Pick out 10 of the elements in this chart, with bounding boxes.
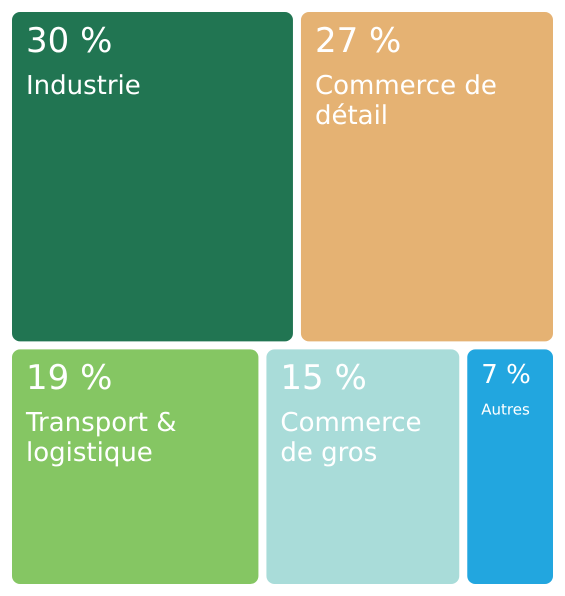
data-label: 30 % — [26, 20, 112, 61]
category-label: Industrie — [26, 70, 141, 101]
category-label: Autres — [481, 400, 530, 419]
category-label: Transport & logistique — [25, 408, 177, 468]
data-label: 27 % — [314, 20, 402, 61]
category-label: Commerce de gros — [280, 408, 422, 468]
data-label: 15 % — [280, 358, 367, 398]
data-label: 7 % — [481, 360, 531, 390]
data-label: 19 % — [26, 358, 112, 398]
category-label: Commerce de détail — [314, 70, 497, 131]
